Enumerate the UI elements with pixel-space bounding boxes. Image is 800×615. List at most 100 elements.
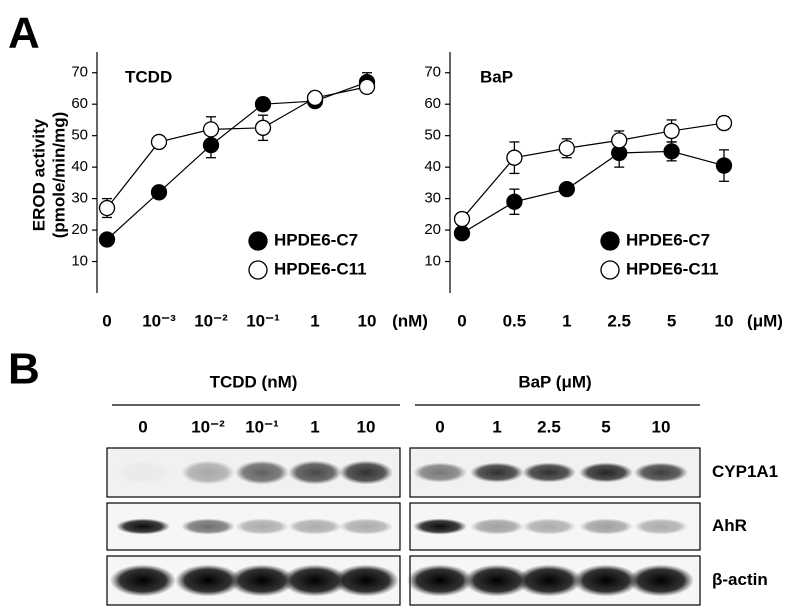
lane-label: 1 xyxy=(492,417,501,436)
blot-band xyxy=(116,461,170,485)
y-tick-label: 30 xyxy=(424,190,441,207)
blot-band xyxy=(288,518,342,535)
marker xyxy=(306,89,324,107)
marker xyxy=(558,140,575,157)
panel-label: B xyxy=(8,345,40,394)
marker xyxy=(98,231,116,248)
blot-band xyxy=(522,518,576,535)
marker xyxy=(358,78,376,96)
x-unit: (μM) xyxy=(747,311,783,330)
row-label: AhR xyxy=(712,516,747,535)
blot-band xyxy=(470,518,524,535)
blot-band xyxy=(288,460,342,485)
marker xyxy=(558,181,575,198)
blot-band xyxy=(470,462,524,483)
blot-band xyxy=(282,564,348,597)
legend-label: HPDE6-C11 xyxy=(626,259,719,278)
legend-label: HPDE6-C7 xyxy=(274,230,358,249)
x-tick-label: 1 xyxy=(310,311,319,330)
marker xyxy=(715,157,733,174)
x-tick-label: 10 xyxy=(715,311,734,330)
y-tick-label: 10 xyxy=(424,253,441,270)
y-tick-label: 50 xyxy=(71,127,88,144)
blot-band xyxy=(634,462,688,483)
marker xyxy=(715,114,733,132)
blot-band xyxy=(235,518,289,535)
y-tick-label: 20 xyxy=(424,221,441,238)
y-tick-label: 30 xyxy=(71,190,88,207)
x-tick-label: 1 xyxy=(562,311,571,330)
marker xyxy=(150,133,168,151)
y-tick-label: 60 xyxy=(71,95,88,112)
blot-group-title: TCDD (nM) xyxy=(210,372,298,391)
x-tick-label: 0 xyxy=(457,311,466,330)
blot-group-title: BaP (μM) xyxy=(518,372,591,391)
legend-marker xyxy=(248,231,268,251)
lane-label: 1 xyxy=(310,417,319,436)
legend-label: HPDE6-C11 xyxy=(274,259,367,278)
blot-band xyxy=(235,460,289,485)
blot-band xyxy=(407,564,473,597)
y-tick-label: 50 xyxy=(424,127,441,144)
blot-band xyxy=(339,518,393,535)
series-line xyxy=(461,150,725,234)
blot-band xyxy=(116,518,170,535)
y-tick-label: 40 xyxy=(71,158,88,175)
legend-marker xyxy=(248,260,268,280)
blot-band xyxy=(579,518,633,535)
x-tick-label: 2.5 xyxy=(607,311,631,330)
blot-band xyxy=(110,564,176,597)
y-axis-label: EROD activity xyxy=(29,118,48,231)
lane-label: 0 xyxy=(435,417,444,436)
lane-label: 5 xyxy=(601,417,610,436)
y-tick-label: 70 xyxy=(71,64,88,81)
y-tick-label: 20 xyxy=(71,221,88,238)
marker xyxy=(663,143,680,160)
x-tick-label: 10 xyxy=(358,311,377,330)
marker xyxy=(506,193,523,210)
blot-band xyxy=(333,564,399,597)
lane-label: 10 xyxy=(652,417,671,436)
chart-title: BaP xyxy=(480,67,513,86)
marker xyxy=(254,119,272,136)
legend-label: HPDE6-C7 xyxy=(626,230,710,249)
marker xyxy=(506,149,523,166)
series-line xyxy=(461,122,725,220)
blot-band xyxy=(579,462,633,483)
x-tick-label: 10⁻² xyxy=(194,311,228,330)
marker xyxy=(202,136,220,154)
blot-band xyxy=(464,564,530,597)
marker xyxy=(254,96,272,113)
blot-band xyxy=(175,564,241,597)
blot-band xyxy=(413,518,467,535)
x-tick-label: 10⁻³ xyxy=(142,311,176,330)
x-tick-label: 0 xyxy=(102,311,111,330)
marker xyxy=(453,225,471,242)
marker xyxy=(98,199,116,217)
blot-band xyxy=(573,564,639,597)
series-line xyxy=(106,81,368,240)
lane-label: 0 xyxy=(138,417,147,436)
blot-band xyxy=(522,462,576,483)
blot-band xyxy=(181,460,235,485)
x-unit: (nM) xyxy=(392,311,428,330)
x-tick-label: 10⁻¹ xyxy=(246,311,280,330)
blot-band xyxy=(516,564,582,597)
lane-label: 10 xyxy=(357,417,376,436)
y-tick-label: 70 xyxy=(424,64,441,81)
blot-band xyxy=(634,518,688,535)
legend-marker xyxy=(600,260,620,280)
x-tick-label: 5 xyxy=(667,311,676,330)
marker xyxy=(453,210,471,228)
lane-label: 10⁻² xyxy=(191,417,225,436)
marker xyxy=(611,132,628,149)
y-tick-label: 40 xyxy=(424,158,441,175)
series-line xyxy=(106,86,368,209)
blot-band xyxy=(413,462,467,483)
blot-band xyxy=(181,518,235,535)
marker xyxy=(663,122,680,140)
row-label: β-actin xyxy=(712,570,768,589)
blot-band xyxy=(339,460,393,485)
lane-label: 10⁻¹ xyxy=(245,417,279,436)
